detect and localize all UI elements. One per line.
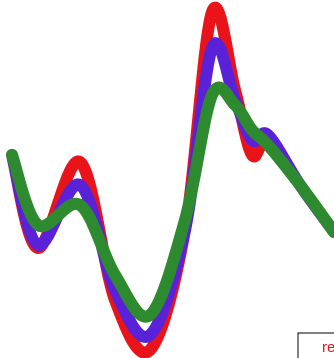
- legend-box: [297, 332, 334, 358]
- series-line: [6, 81, 334, 323]
- series-line: [6, 2, 334, 358]
- legend-label: re: [322, 339, 334, 356]
- plot-area: [6, 2, 334, 358]
